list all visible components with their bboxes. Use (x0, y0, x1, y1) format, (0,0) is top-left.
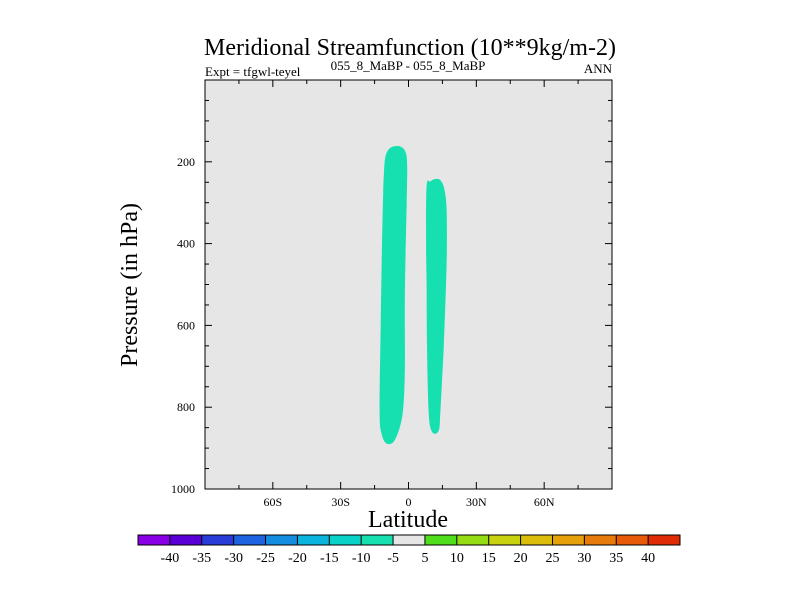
colorbar-swatch (552, 535, 585, 545)
y-tick-label: 400 (177, 237, 195, 251)
case-label: 055_8_MaBP - 055_8_MaBP (331, 58, 486, 73)
contour-region-cell-south (379, 145, 408, 445)
season-label: ANN (584, 61, 613, 76)
colorbar-swatch (393, 535, 426, 545)
colorbar-swatch (584, 535, 617, 545)
y-tick-label: 800 (177, 400, 195, 414)
colorbar-label: 5 (421, 551, 428, 566)
colorbar-swatch (297, 535, 330, 545)
axis-ticks: 60S 30S 0 30N 60N 200 400 600 800 1000 (171, 79, 613, 509)
colorbar-swatch (233, 535, 266, 545)
colorbar-label: -40 (161, 551, 180, 566)
x-axis-label: Latitude (368, 507, 448, 533)
colorbar-swatch (361, 535, 394, 545)
colorbar-swatch (138, 535, 171, 545)
plot-area (205, 80, 612, 489)
x-tick-label: 30S (331, 495, 350, 509)
chart-title: Meridional Streamfunction (10**9kg/m-2) (204, 35, 616, 61)
colorbar-label: -15 (320, 551, 339, 566)
colorbar-label: -20 (288, 551, 307, 566)
colorbar-swatch (488, 535, 521, 545)
colorbar-label: 25 (545, 551, 559, 566)
contour-regions (379, 145, 447, 445)
experiment-label: Expt = tfgwl-teyel (205, 64, 301, 79)
colorbar-swatch (265, 535, 298, 545)
colorbar-swatch (201, 535, 234, 545)
x-tick-label: 60S (263, 495, 282, 509)
colorbar-frame (137, 534, 681, 546)
colorbar-label: 35 (609, 551, 623, 566)
colorbar-swatch (520, 535, 553, 545)
colorbar-label: -25 (256, 551, 275, 566)
colorbar-swatch (329, 535, 362, 545)
colorbar-swatch (616, 535, 649, 545)
colorbar-label: 10 (450, 551, 464, 566)
x-tick-label: 30N (466, 495, 487, 509)
colorbar-swatch (456, 535, 489, 545)
contour-region-cell-north (426, 178, 447, 434)
colorbar-label: 40 (641, 551, 655, 566)
y-tick-label: 200 (177, 155, 195, 169)
colorbar-label: 15 (482, 551, 496, 566)
colorbar-swatch (648, 535, 681, 545)
colorbar-label: -5 (387, 551, 399, 566)
colorbar-label: 30 (577, 551, 591, 566)
colorbar-label: 20 (514, 551, 528, 566)
colorbar-label: -35 (192, 551, 211, 566)
y-axis-label: Pressure (in hPa) (117, 203, 143, 367)
colorbar-label: -10 (352, 551, 371, 566)
colorbar-label: -30 (224, 551, 243, 566)
colorbar-swatch (424, 535, 458, 545)
x-tick-label: 0 (406, 495, 412, 509)
x-tick-label: 60N (534, 495, 555, 509)
colorbar-swatch (169, 535, 203, 545)
y-tick-label: 1000 (171, 482, 195, 496)
y-tick-label: 600 (177, 318, 195, 332)
colorbar: -40 -35 -30 -25 -20 -15 -10 -5 5 10 15 20 25 30 35 40 (137, 534, 681, 566)
